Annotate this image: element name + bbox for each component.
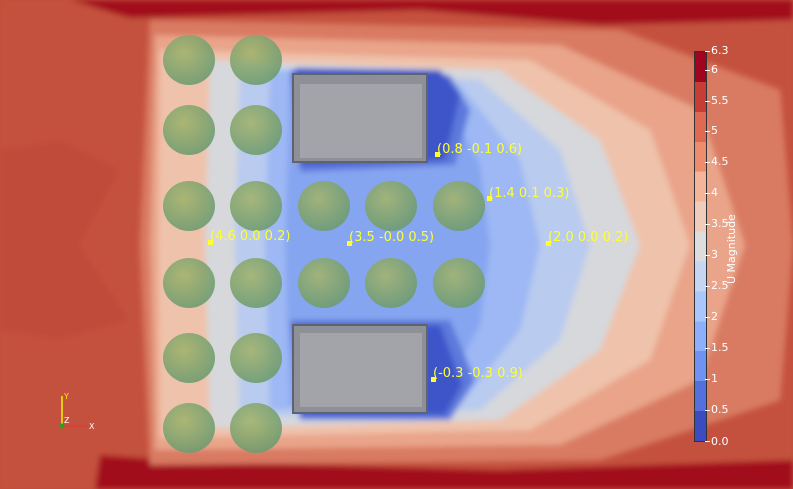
colorbar-tick-label: 4.5 — [711, 155, 729, 169]
colorbar-tick-label: 2.5 — [711, 279, 729, 293]
colorbar-tick-mark — [705, 100, 710, 102]
probe-point — [431, 377, 436, 382]
colorbar-tick-mark — [705, 317, 710, 319]
colorbar-tick-mark — [705, 255, 710, 257]
colorbar-tick-mark — [705, 410, 710, 412]
colorbar-title: U Magnitude — [725, 214, 738, 284]
colorbar-tick-label: 6 — [711, 62, 718, 76]
colorbar-tick-mark — [705, 131, 710, 133]
probe-label: (4.6 0.0 0.2) — [210, 229, 291, 244]
colorbar-tick-mark — [705, 379, 710, 381]
colorbar-tick-label: 2 — [711, 310, 718, 324]
colorbar-max-label: 6.3 — [711, 44, 729, 57]
cylinder-array — [163, 35, 485, 453]
colorbar-tick-mark — [705, 69, 710, 71]
probe-label: (0.8 -0.1 0.6) — [437, 142, 523, 157]
colorbar — [694, 51, 707, 442]
probe-label: (2.0 0.0 0.2) — [548, 230, 629, 245]
colorbar-tick-label: 4 — [711, 186, 718, 200]
probe-point — [347, 241, 352, 246]
colorbar-min-label: 0.0 — [711, 435, 729, 448]
probe-point — [546, 241, 551, 246]
colorbar-tick-label: 3 — [711, 248, 718, 262]
probe-label: (-0.3 -0.3 0.9) — [433, 366, 523, 381]
colorbar-tick-mark — [705, 224, 710, 226]
probe-label: (1.4 0.1 0.3) — [489, 186, 570, 201]
axis-x-label: X — [89, 422, 95, 431]
colorbar-tick-mark — [705, 348, 710, 350]
colorbar-tick-mark — [705, 441, 710, 442]
axis-y-label: Y — [63, 392, 69, 401]
obstacle-blocks — [292, 73, 428, 414]
colorbar-tick-label: 5.5 — [711, 93, 729, 107]
probe-point — [435, 152, 440, 157]
colorbar-tick-mark — [705, 51, 710, 52]
probe-label: (3.5 -0.0 0.5) — [349, 230, 435, 245]
colorbar-tick-label: 1 — [711, 372, 718, 386]
colorbar-tick-mark — [705, 286, 710, 288]
colorbar-tick-label: 5 — [711, 124, 718, 138]
colorbar-tick-mark — [705, 162, 710, 164]
probe-point — [487, 196, 492, 201]
colorbar-tick-label: 0.5 — [711, 403, 729, 417]
orientation-axes: Y Z X — [59, 392, 95, 431]
colorbar-tick-mark — [705, 193, 710, 195]
colorbar-tick-label: 3.5 — [711, 217, 729, 231]
probe-point — [208, 240, 213, 245]
axis-z-label: Z — [64, 416, 70, 425]
colorbar-tick-label: 1.5 — [711, 341, 729, 355]
